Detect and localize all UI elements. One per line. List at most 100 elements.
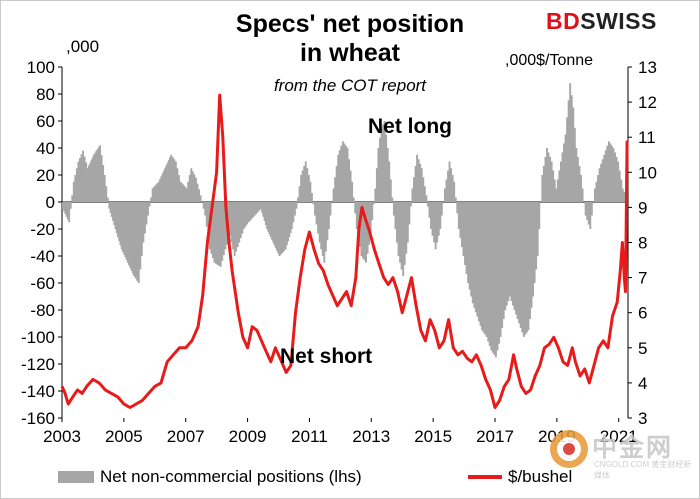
position-bar	[606, 145, 609, 202]
position-bar	[428, 202, 431, 218]
position-bar	[74, 175, 77, 202]
position-bar	[155, 184, 158, 202]
position-bar	[394, 202, 397, 229]
position-bar	[447, 170, 449, 202]
position-bar	[360, 202, 363, 256]
bdswiss-logo: BDSWISS	[546, 8, 657, 35]
position-bar	[157, 181, 160, 202]
position-bar	[402, 202, 405, 277]
position-bar	[530, 202, 533, 308]
chart-subtitle: from the COT report	[273, 76, 427, 95]
position-bar	[512, 202, 514, 306]
position-bar	[417, 159, 420, 202]
position-bar	[501, 202, 504, 328]
position-bar	[244, 202, 247, 227]
position-bar	[485, 202, 488, 337]
position-bar	[451, 175, 454, 202]
position-bar	[161, 173, 164, 202]
position-bar	[409, 202, 412, 207]
position-bar	[289, 202, 292, 234]
position-bar	[284, 202, 287, 250]
position-bar	[422, 177, 425, 202]
position-bar	[587, 202, 590, 225]
position-bar	[406, 202, 409, 243]
position-bar	[405, 202, 408, 254]
position-bar	[524, 202, 527, 335]
position-bar	[159, 179, 162, 202]
position-bar	[75, 168, 78, 202]
position-bar	[63, 202, 66, 212]
left-tick-label: -120	[21, 355, 55, 374]
position-bar	[154, 185, 157, 202]
position-bar	[119, 202, 122, 246]
position-bar	[553, 179, 556, 202]
position-bar	[287, 202, 290, 242]
position-bar	[363, 202, 366, 261]
position-bar	[171, 157, 174, 202]
position-bar	[533, 202, 536, 283]
position-bar	[434, 202, 437, 250]
position-bar	[437, 202, 440, 236]
position-bar	[581, 188, 584, 202]
position-bar	[303, 166, 306, 202]
position-bar	[601, 159, 604, 202]
position-bar	[564, 134, 567, 202]
position-bar	[603, 154, 606, 202]
position-bar	[129, 202, 132, 269]
position-bar	[590, 202, 593, 216]
position-bar	[416, 154, 419, 202]
position-bar	[573, 127, 576, 202]
right-tick-label: 11	[638, 128, 656, 147]
position-bar	[542, 166, 545, 202]
position-bar	[288, 202, 291, 238]
position-bar	[513, 202, 516, 310]
x-tick-label: 2013	[352, 427, 390, 446]
position-bar	[559, 161, 562, 202]
position-bar	[307, 175, 310, 202]
position-bar	[321, 202, 324, 256]
position-bar	[259, 202, 262, 209]
x-tick-label: 2005	[105, 427, 143, 446]
position-bar	[62, 202, 64, 209]
chart-title-line-2: in wheat	[299, 39, 400, 67]
position-bar	[391, 197, 394, 202]
position-bar	[570, 95, 573, 202]
position-bar	[597, 175, 599, 202]
position-bar	[623, 191, 626, 202]
position-bar	[292, 202, 295, 223]
position-bar	[214, 202, 217, 264]
legend-label-positions: Net non-commercial positions (lhs)	[100, 467, 362, 486]
position-bar	[487, 202, 490, 342]
position-bar	[96, 149, 99, 202]
position-bar	[306, 168, 309, 202]
position-bar	[312, 202, 315, 205]
position-bar	[357, 202, 360, 238]
position-bar	[326, 202, 329, 241]
position-bar	[598, 168, 601, 202]
position-bar	[546, 148, 548, 202]
position-bar	[207, 202, 210, 238]
left-tick-label: 100	[27, 58, 55, 77]
position-bar	[464, 202, 466, 265]
position-bar	[504, 202, 507, 310]
right-tick-label: 8	[638, 234, 647, 253]
position-bar	[251, 202, 254, 219]
right-tick-label: 13	[638, 58, 657, 77]
position-bar	[496, 202, 499, 351]
position-bar	[593, 188, 596, 202]
position-bar	[233, 202, 236, 256]
position-bar	[300, 175, 303, 202]
position-bar	[83, 156, 86, 202]
position-bar	[423, 186, 426, 202]
position-bar	[572, 107, 575, 202]
position-bar	[162, 170, 165, 202]
position-bar	[614, 152, 616, 202]
position-bar	[66, 202, 69, 220]
right-tick-label: 4	[638, 374, 647, 393]
position-bar	[397, 202, 400, 256]
position-bar	[454, 197, 457, 202]
position-bar	[379, 137, 381, 203]
position-bar	[179, 181, 182, 202]
position-bar	[110, 202, 113, 217]
position-bar	[247, 202, 250, 223]
